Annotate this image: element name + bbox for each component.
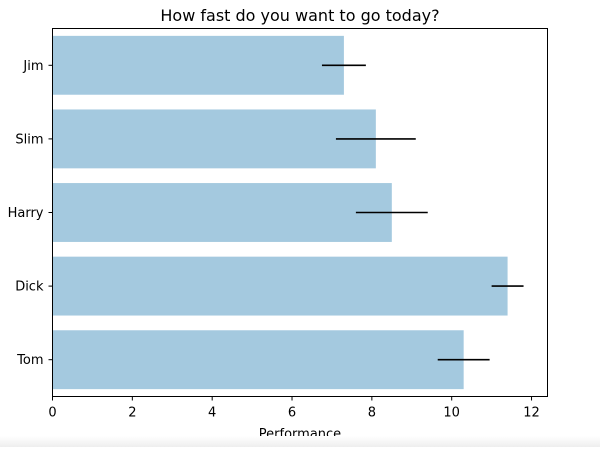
x-tick-label-2: 2 [128, 406, 136, 421]
bar-dick [52, 256, 508, 316]
x-tick-label-8: 8 [368, 406, 376, 421]
x-tick-label-0: 0 [48, 406, 56, 421]
chart-title: How fast do you want to go today? [160, 6, 439, 25]
bar-jim [52, 35, 344, 95]
window-bottom-edge [0, 436, 600, 447]
y-tick-label-tom: Tom [16, 353, 43, 368]
bar-tom [52, 330, 464, 390]
y-tick-label-harry: Harry [8, 206, 44, 221]
bar-slim [52, 109, 376, 169]
x-tick-label-4: 4 [208, 406, 216, 421]
x-tick-label-6: 6 [288, 406, 296, 421]
x-tick-label-12: 12 [523, 406, 540, 421]
y-tick-label-jim: Jim [22, 59, 43, 74]
x-tick-label-10: 10 [443, 406, 460, 421]
y-tick-label-dick: Dick [15, 280, 44, 295]
y-tick-label-slim: Slim [15, 132, 43, 147]
bar-harry [52, 183, 392, 242]
y-axis: Tom Dick Harry Slim Jim [8, 59, 53, 368]
error-bars-layer [321, 64, 524, 361]
bars-layer [52, 35, 508, 390]
x-axis: 0 2 4 6 8 10 12 [48, 396, 540, 421]
